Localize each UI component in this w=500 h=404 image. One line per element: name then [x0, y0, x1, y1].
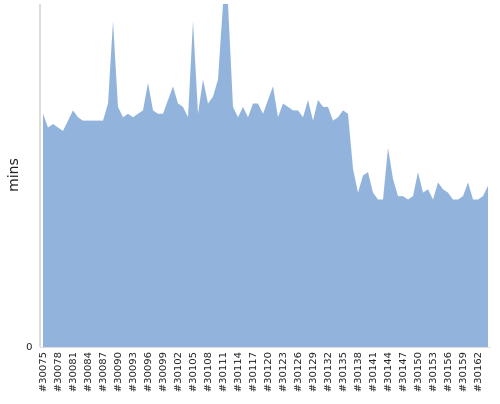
x-tick-label: #30105: [188, 352, 199, 392]
x-tick-label: #30078: [53, 352, 64, 392]
x-tick-label: #30153: [428, 352, 439, 392]
x-tick-label: #30075: [38, 352, 49, 392]
x-tick-label: #30135: [338, 352, 349, 392]
x-tick-label: #30087: [98, 352, 109, 392]
x-tick-label: #30129: [308, 352, 319, 392]
y-tick-label: 0: [26, 342, 32, 353]
x-tick-label: #30117: [248, 352, 259, 392]
x-tick-label: #30084: [83, 352, 94, 392]
x-tick-label: #30114: [233, 352, 244, 392]
x-tick-label: #30090: [113, 352, 124, 392]
x-tick-label: #30162: [473, 352, 484, 392]
y-axis-label: mins: [6, 158, 22, 192]
x-tick-label: #30123: [278, 352, 289, 392]
area: [43, 4, 488, 347]
x-tick-label: #30144: [383, 352, 394, 392]
x-tick-label: #30126: [293, 352, 304, 392]
x-tick-label: #30099: [158, 352, 169, 392]
x-tick-label: #30120: [263, 352, 274, 392]
x-tick-label: #30147: [398, 352, 409, 392]
x-tick-label: #30081: [68, 352, 79, 392]
x-tick-label: #30150: [413, 352, 424, 392]
x-tick-label: #30102: [173, 352, 184, 392]
x-tick-label: #30156: [443, 352, 454, 392]
x-tick-label: #30132: [323, 352, 334, 392]
x-tick-label: #30141: [368, 352, 379, 392]
x-tick-label: #30159: [458, 352, 469, 392]
x-tick-label: #30138: [353, 352, 364, 392]
x-tick-label: #30108: [203, 352, 214, 392]
x-tick-label: #30111: [218, 352, 229, 392]
x-tick-label: #30096: [143, 352, 154, 392]
x-tick-label: #30093: [128, 352, 139, 392]
